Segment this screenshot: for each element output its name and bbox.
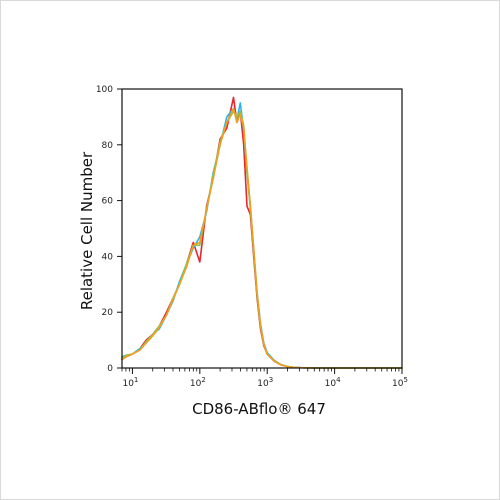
y-tick-label: 20 bbox=[102, 308, 114, 318]
x-tick-label: 105 bbox=[392, 376, 408, 389]
axes-layer bbox=[121, 88, 403, 369]
y-tick-label: 0 bbox=[107, 364, 113, 374]
series-line-2 bbox=[121, 102, 403, 369]
x-tick-label: 104 bbox=[325, 376, 341, 389]
ticks-layer: 0 20 40 60 80 100 101 102 103 104 105 bbox=[96, 85, 408, 389]
series-line-1 bbox=[121, 96, 403, 369]
y-tick-label: 40 bbox=[102, 252, 114, 262]
series-line-4 bbox=[121, 107, 403, 369]
y-tick-label: 80 bbox=[102, 141, 114, 151]
y-tick-label: 60 bbox=[102, 197, 114, 207]
y-axis-title: Relative Cell Number bbox=[78, 151, 96, 310]
x-tick-label: 102 bbox=[190, 376, 206, 389]
y-tick-label: 100 bbox=[96, 85, 113, 95]
series-layer bbox=[121, 96, 403, 369]
x-axis-title: CD86-ABflo® 647 bbox=[192, 400, 326, 418]
x-tick-label: 103 bbox=[257, 376, 273, 389]
plot-frame bbox=[121, 88, 403, 369]
x-tick-label: 101 bbox=[122, 376, 138, 389]
